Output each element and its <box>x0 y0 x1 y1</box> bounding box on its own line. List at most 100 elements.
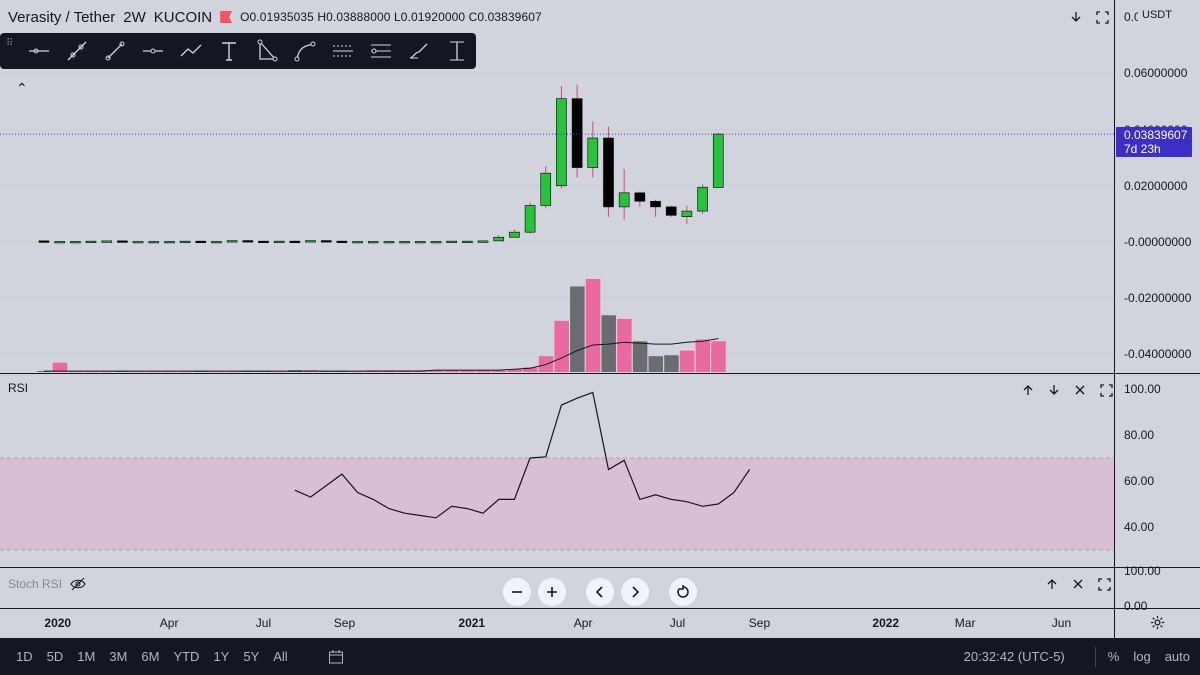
flag-icon[interactable] <box>220 11 233 23</box>
candle-body <box>38 240 50 243</box>
symbol-name[interactable]: Verasity / Tether <box>8 8 116 26</box>
stoch-rsi-title[interactable]: Stoch RSI <box>8 577 63 591</box>
candle <box>524 202 536 234</box>
candle-body <box>712 133 724 188</box>
range-1m[interactable]: 1M <box>77 649 96 664</box>
currency-badge[interactable]: USDT <box>1138 6 1176 24</box>
volume-bar <box>444 370 460 372</box>
volume-bar <box>52 362 68 372</box>
move-down-icon[interactable] <box>1046 382 1062 398</box>
zoom-out-button[interactable] <box>503 578 531 606</box>
maximize-icon[interactable] <box>1094 9 1110 25</box>
current-price-tag: 0.03839607 7d 23h <box>1116 127 1192 157</box>
arrow-down-icon[interactable] <box>1068 9 1084 25</box>
trend-angle-icon[interactable] <box>58 33 96 69</box>
auto-toggle[interactable]: auto <box>1164 649 1190 664</box>
move-up-icon[interactable] <box>1044 576 1060 592</box>
eye-hidden-icon[interactable] <box>70 576 86 592</box>
triangle-pattern-icon[interactable] <box>248 33 286 69</box>
trend-line-icon[interactable] <box>96 33 134 69</box>
horizontal-line-icon[interactable] <box>134 33 172 69</box>
clock-timezone[interactable]: 20:32:42 (UTC-5) <box>963 649 1065 664</box>
drag-handle-icon[interactable]: ⠿ <box>6 38 15 49</box>
settings-gear-icon[interactable] <box>1150 615 1165 635</box>
date-range-icon[interactable] <box>438 33 476 69</box>
interval-label[interactable]: 2W <box>123 8 146 26</box>
candle-body <box>665 206 677 216</box>
range-1y[interactable]: 1Y <box>213 649 230 664</box>
time-axis-label: Apr <box>159 616 179 630</box>
date-range-picker-icon[interactable] <box>328 649 344 665</box>
bottom-toolbar: 1D 5D 1M 3M 6M YTD 1Y 5Y All 20:32:42 (U… <box>0 638 1200 675</box>
maximize-pane-icon[interactable] <box>1098 382 1114 398</box>
reset-chart-button[interactable] <box>669 578 697 606</box>
candle <box>587 121 599 178</box>
candle-body <box>477 240 489 243</box>
rsi-pane-title[interactable]: RSI <box>8 381 29 395</box>
range-3m[interactable]: 3M <box>109 649 128 664</box>
candle <box>446 240 457 243</box>
candle-layer <box>38 84 724 244</box>
horizontal-ray-icon[interactable] <box>20 33 58 69</box>
range-5y[interactable]: 5Y <box>243 649 260 664</box>
range-all[interactable]: All <box>273 649 288 664</box>
candle <box>101 240 113 243</box>
time-axis-label: Apr <box>573 616 593 630</box>
text-icon[interactable] <box>210 33 248 69</box>
candle <box>179 240 191 243</box>
scroll-right-button[interactable] <box>621 578 649 606</box>
volume-bar <box>632 341 648 372</box>
candle <box>195 240 207 243</box>
time-axis-label: Mar <box>954 616 976 630</box>
candle <box>320 240 332 243</box>
close-icon[interactable] <box>1072 382 1088 398</box>
candle-body <box>618 192 630 208</box>
move-up-icon[interactable] <box>1020 382 1036 398</box>
collapse-toolbar-icon[interactable]: ⌃ <box>16 80 28 96</box>
range-6m[interactable]: 6M <box>141 649 160 664</box>
candle-body <box>258 240 269 243</box>
time-axis-label: 2020 <box>44 616 72 630</box>
candle-body <box>462 240 473 243</box>
candle-body <box>571 98 583 168</box>
candle-body <box>85 240 97 243</box>
log-toggle[interactable]: log <box>1133 649 1151 664</box>
path-icon[interactable] <box>172 33 210 69</box>
curve-icon[interactable] <box>286 33 324 69</box>
rsi-axis-label: 60.00 <box>1124 474 1155 488</box>
range-5d[interactable]: 5D <box>46 649 64 664</box>
candle-body <box>70 241 81 244</box>
candle-body <box>336 240 348 243</box>
candle-body <box>164 241 175 244</box>
zoom-in-button[interactable] <box>538 578 566 606</box>
scroll-left-button[interactable] <box>586 578 614 606</box>
price-axis-top-clipped: 0.0 <box>1124 10 1141 24</box>
price-axis-label: -0.04000000 <box>1124 347 1192 362</box>
range-ytd[interactable]: YTD <box>173 649 200 664</box>
volume-bar <box>523 367 538 372</box>
close-icon[interactable] <box>1070 576 1086 592</box>
volume-bar <box>664 355 679 372</box>
maximize-pane-icon[interactable] <box>1096 576 1112 592</box>
parallel-channel-icon[interactable] <box>324 33 362 69</box>
volume-bar <box>617 318 632 372</box>
candle-body <box>54 241 65 244</box>
stoch-axis-label-100: 100.00 <box>1124 564 1161 578</box>
price-axis-label: -0.00000000 <box>1124 235 1192 249</box>
fib-retracement-icon[interactable] <box>362 33 400 69</box>
candle <box>242 240 254 243</box>
candle-body <box>101 240 113 243</box>
range-1d[interactable]: 1D <box>16 649 33 664</box>
candle <box>634 191 646 207</box>
candle-body <box>650 200 661 208</box>
candle <box>70 241 81 244</box>
candle-body <box>242 240 254 243</box>
candle-body <box>603 137 614 208</box>
stoch-pane-controls <box>1044 576 1112 592</box>
brush-icon[interactable] <box>400 33 438 69</box>
candle <box>226 240 238 243</box>
main-pane-controls <box>1068 9 1110 25</box>
candle-body <box>148 241 160 244</box>
percent-toggle[interactable]: % <box>1107 649 1120 664</box>
